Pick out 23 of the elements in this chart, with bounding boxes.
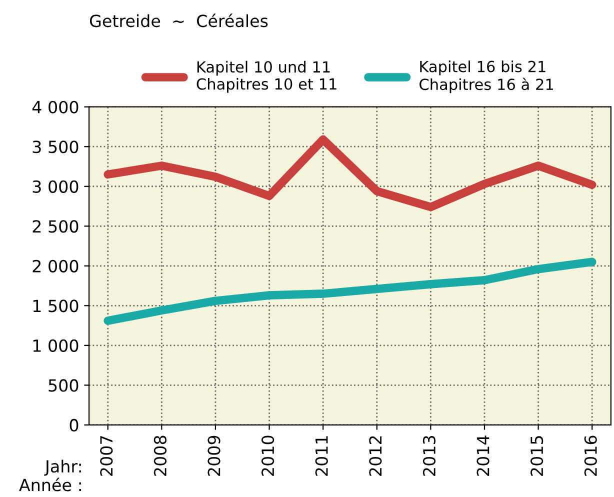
y-tick-label: 500 (48, 379, 78, 392)
x-tick-label: 2012 (369, 436, 382, 476)
y-tick-label: 2 000 (32, 260, 78, 272)
y-tick-label: 3 000 (32, 180, 78, 193)
chart-title: Getreide ~ Céréales (90, 14, 268, 28)
y-tick-label: 3 500 (32, 140, 78, 154)
y-tick-label: 1 000 (33, 339, 78, 352)
text: Jahr: Année : (19, 460, 81, 492)
x-tick-label: 2015 (530, 436, 544, 476)
y-tick-label: 0 (70, 418, 78, 432)
y-tick-label: 4 000 (32, 100, 78, 114)
x-tick-label: 2008 (154, 436, 166, 476)
y-tick-label: 2 500 (32, 220, 78, 233)
x-tick-label: 2013 (422, 436, 436, 476)
x-tick-label: 2011 (315, 436, 328, 476)
x-tick-label: 2007 (100, 436, 113, 476)
legend-label: Kapitel 10 und 11 Chapitres 10 et 11 (196, 60, 336, 93)
x-tick-label: 2016 (584, 436, 597, 476)
x-tick-label: 2010 (262, 436, 274, 476)
x-tick-label: 2014 (476, 436, 490, 476)
legend-label: Kapitel 16 bis 21 Chapitres 16 à 21 (420, 60, 554, 94)
x-tick-label: 2009 (208, 436, 220, 476)
y-tick-label: 1 500 (33, 300, 78, 312)
